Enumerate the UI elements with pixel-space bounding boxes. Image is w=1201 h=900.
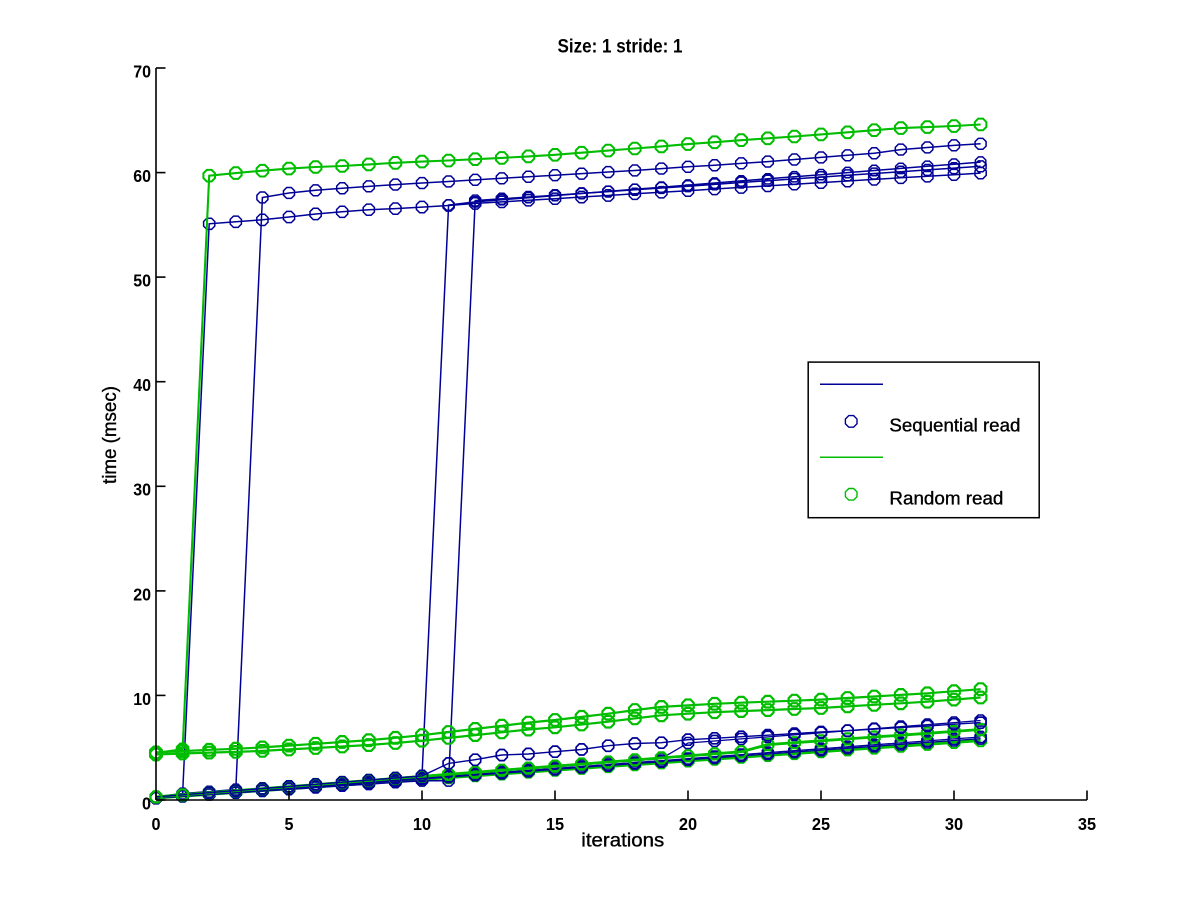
- svg-text:20: 20: [133, 584, 151, 604]
- svg-text:time (msec): time (msec): [100, 386, 121, 484]
- svg-text:30: 30: [945, 814, 963, 834]
- svg-text:10: 10: [133, 689, 151, 709]
- svg-text:20: 20: [679, 814, 697, 834]
- svg-text:0: 0: [152, 814, 161, 834]
- svg-text:40: 40: [133, 375, 151, 395]
- svg-text:Random read: Random read: [889, 487, 1003, 508]
- svg-text:Sequential read: Sequential read: [889, 415, 1020, 436]
- svg-text:10: 10: [413, 814, 431, 834]
- svg-text:iterations: iterations: [581, 831, 664, 852]
- svg-text:70: 70: [133, 61, 151, 81]
- svg-text:30: 30: [133, 480, 151, 500]
- svg-text:Size: 1 stride: 1: Size: 1 stride: 1: [558, 36, 683, 58]
- svg-text:50: 50: [133, 271, 151, 291]
- svg-text:15: 15: [546, 814, 564, 834]
- svg-text:60: 60: [133, 166, 151, 186]
- svg-text:5: 5: [285, 814, 294, 834]
- svg-text:25: 25: [812, 814, 830, 834]
- svg-text:0: 0: [142, 793, 151, 813]
- svg-text:35: 35: [1078, 814, 1096, 834]
